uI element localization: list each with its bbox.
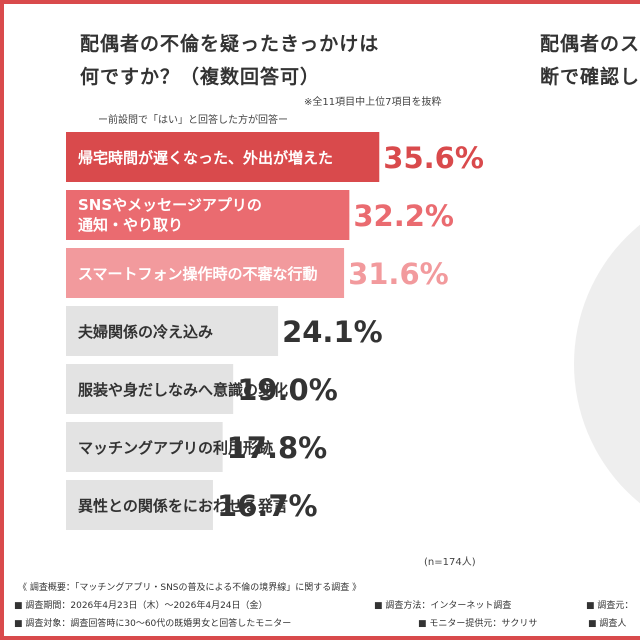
bar-label-1: 帰宅時間が遅くなった、外出が増えた (78, 149, 333, 167)
bar-3 (66, 248, 345, 298)
bar-7 (66, 480, 213, 530)
bar-label-2: SNSやメッセージアプリの通知・やり取り (78, 196, 262, 234)
title-line-1: 配偶者の不倫を疑ったきっかけは (80, 33, 380, 55)
bar-5 (66, 364, 234, 414)
bar-label-4: 夫婦関係の冷え込み (78, 323, 213, 341)
footer-target: ■ 調査対象：調査回答時に30～60代の既婚男女と回答したモニター (14, 619, 292, 629)
bar-label-3: スマートフォン操作時の不審な行動 (78, 265, 318, 283)
chart-title: 配偶者の不倫を疑ったきっかけは 何ですか？（複数回答可） (80, 28, 440, 94)
value-label-7: 16.7% (217, 489, 318, 523)
bar-2 (66, 190, 350, 240)
value-label-3: 31.6% (348, 257, 449, 291)
footer-count: ■ 調査人 (588, 619, 627, 629)
second-title-line-2: 断で確認し (540, 66, 640, 88)
condition-note: ー前設問で「はい」と回答した方が回答ー (98, 115, 288, 126)
value-label-4: 24.1% (282, 315, 383, 349)
title-line-2: 何ですか？（複数回答可） (80, 66, 321, 88)
bar-label-6: マッチングアプリの利用形跡 (78, 439, 273, 457)
bar-4 (66, 306, 279, 356)
bar-6 (66, 422, 223, 472)
second-title-line-1: 配偶者のス (540, 33, 640, 55)
bar-label-7: 異性との関係をにおわせる発言 (78, 497, 288, 515)
value-label-6: 17.8% (227, 431, 328, 465)
footer-heading: 《 調査概要：「マッチングアプリ・SNSの普及による不倫の境界線」に関する調査 … (18, 583, 362, 593)
value-label-1: 35.6% (383, 141, 484, 175)
bar-1 (66, 132, 380, 182)
second-panel-title: 配偶者のス 断で確認し (540, 28, 640, 94)
bar-chart: 帰宅時間が遅くなった、外出が増えた 35.6% SNSやメッセージアプリの通知・やり… (66, 132, 484, 530)
footer-period: ■ 調査期間：2026年4月23日（木）～2026年4月24日（金） (14, 601, 268, 611)
footer-method: ■ 調査方法：インターネット調査 (374, 601, 512, 611)
value-label-2: 32.2% (353, 199, 454, 233)
footer-source: ■ 調査元： (586, 601, 634, 611)
value-label-5: 19.0% (237, 373, 338, 407)
selection-note: ※全11項目中上位7項目を抜粋 (304, 97, 442, 108)
footer-provider: ■ モニター提供元：サクリサ (418, 619, 538, 629)
sample-size: (n=174人) (424, 557, 476, 568)
bar-label-5: 服装や身だしなみへ意識の変化 (78, 381, 288, 399)
